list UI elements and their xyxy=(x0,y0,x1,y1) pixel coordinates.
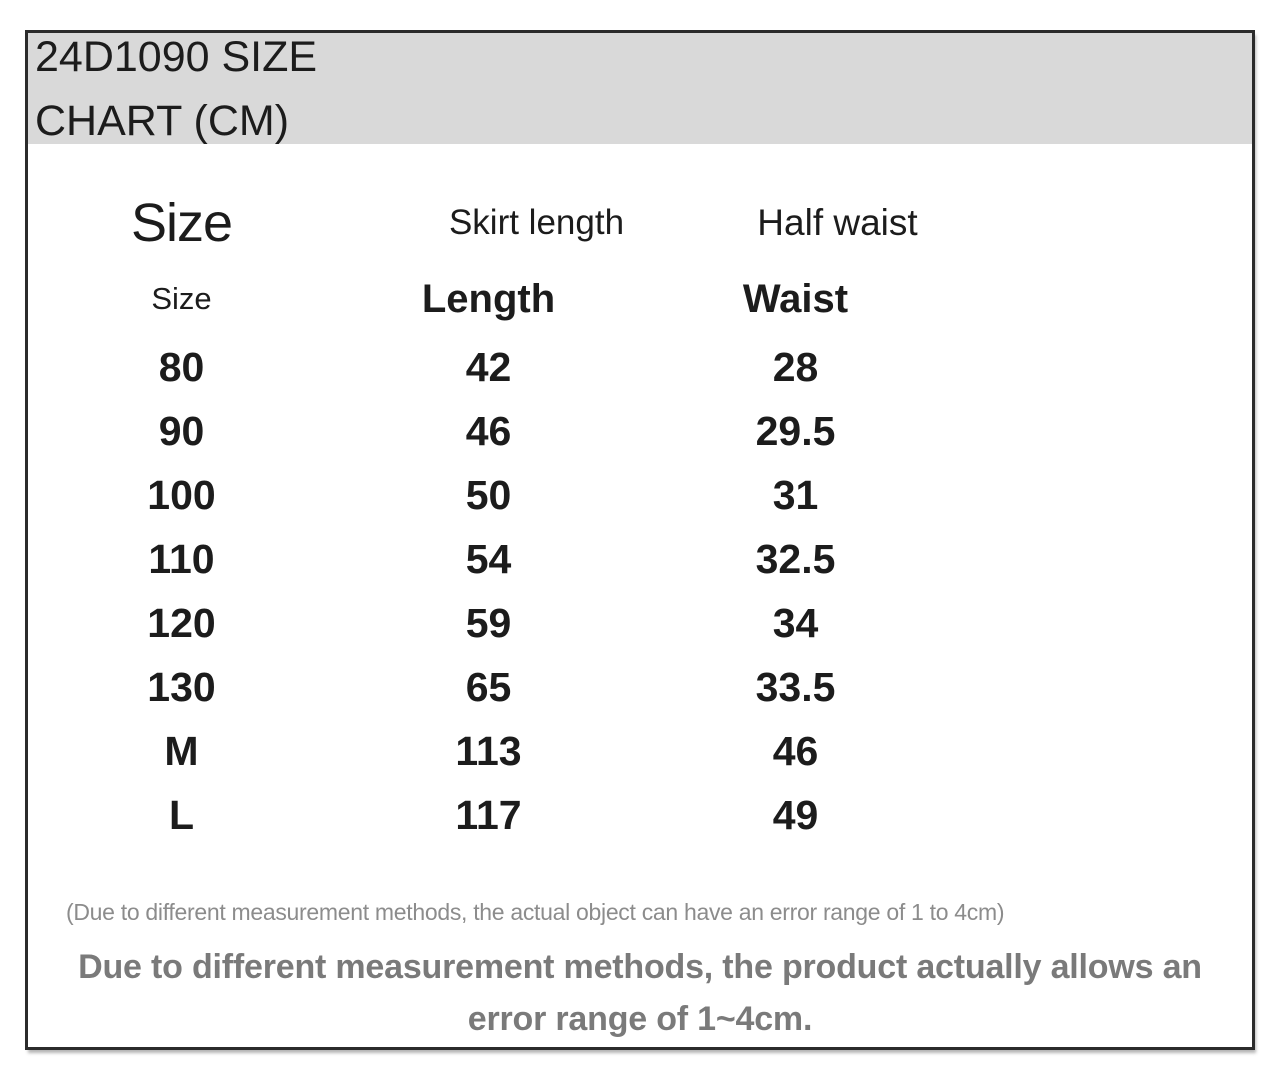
table-row: 100 50 31 xyxy=(28,463,949,527)
table-cell: 50 xyxy=(465,471,512,518)
column-header-waist: Waist xyxy=(742,276,849,321)
measurement-note-small: (Due to different measurement methods, t… xyxy=(66,899,1005,925)
page-title-line2: CHART (CM) xyxy=(35,97,290,145)
table-cell: M xyxy=(164,727,199,774)
group-header-row: Size Skirt length Half waist xyxy=(28,183,949,263)
table-cell: 59 xyxy=(465,599,512,646)
table-cell: 46 xyxy=(772,727,819,774)
table-cell: 49 xyxy=(772,791,819,838)
table-row: 130 65 33.5 xyxy=(28,655,949,719)
column-header-size: Size xyxy=(151,281,212,316)
size-chart-panel: 24D1090 SIZE CHART (CM) Size Skirt length… xyxy=(25,30,1255,1050)
column-header-row: Size Length Waist xyxy=(28,263,949,335)
table-row: L 117 49 xyxy=(28,783,949,847)
table-cell: 33.5 xyxy=(755,663,836,710)
measurement-note-big: Due to different measurement methods, th… xyxy=(28,941,1252,1045)
page-title-line1: 24D1090 SIZE xyxy=(35,33,318,81)
title-banner: 24D1090 SIZE CHART (CM) xyxy=(28,33,1252,145)
group-header-size: Size xyxy=(130,193,233,253)
table-row: 90 46 29.5 xyxy=(28,399,949,463)
measurement-note-big-line2: error range of 1~4cm. xyxy=(467,1000,813,1038)
table-cell: L xyxy=(168,791,195,838)
table-row: 110 54 32.5 xyxy=(28,527,949,591)
group-header-skirt-length: Skirt length xyxy=(448,203,625,242)
page-title: 24D1090 SIZE CHART (CM) xyxy=(35,25,317,153)
table-body: 80 42 28 90 46 29.5 100 50 31 110 54 32.5 120 59 34 130… xyxy=(28,335,949,847)
table-cell: 46 xyxy=(465,407,512,454)
table-cell: 80 xyxy=(158,343,205,390)
table-cell: 110 xyxy=(148,535,215,582)
table-row: 120 59 34 xyxy=(28,591,949,655)
table-cell: 120 xyxy=(147,599,216,646)
table-cell: 65 xyxy=(465,663,512,710)
table-cell: 130 xyxy=(147,663,216,710)
table-cell: 100 xyxy=(147,471,216,518)
table-cell: 32.5 xyxy=(755,535,836,582)
column-header-length: Length xyxy=(421,276,556,321)
group-header-half-waist: Half waist xyxy=(757,202,918,243)
size-chart-table: Size Skirt length Half waist Size Length… xyxy=(28,183,949,847)
table-cell: 29.5 xyxy=(755,407,836,454)
table-cell: 113 xyxy=(455,727,522,774)
measurement-note-big-line1: Due to different measurement methods, th… xyxy=(78,948,1202,986)
table-cell: 54 xyxy=(465,535,512,582)
table-cell: 28 xyxy=(772,343,819,390)
table-row: 80 42 28 xyxy=(28,335,949,399)
table-cell: 90 xyxy=(158,407,205,454)
table-row: M 113 46 xyxy=(28,719,949,783)
table-cell: 34 xyxy=(772,599,819,646)
table-cell: 31 xyxy=(772,471,819,518)
table-cell: 42 xyxy=(465,343,512,390)
table-cell: 117 xyxy=(455,791,522,838)
